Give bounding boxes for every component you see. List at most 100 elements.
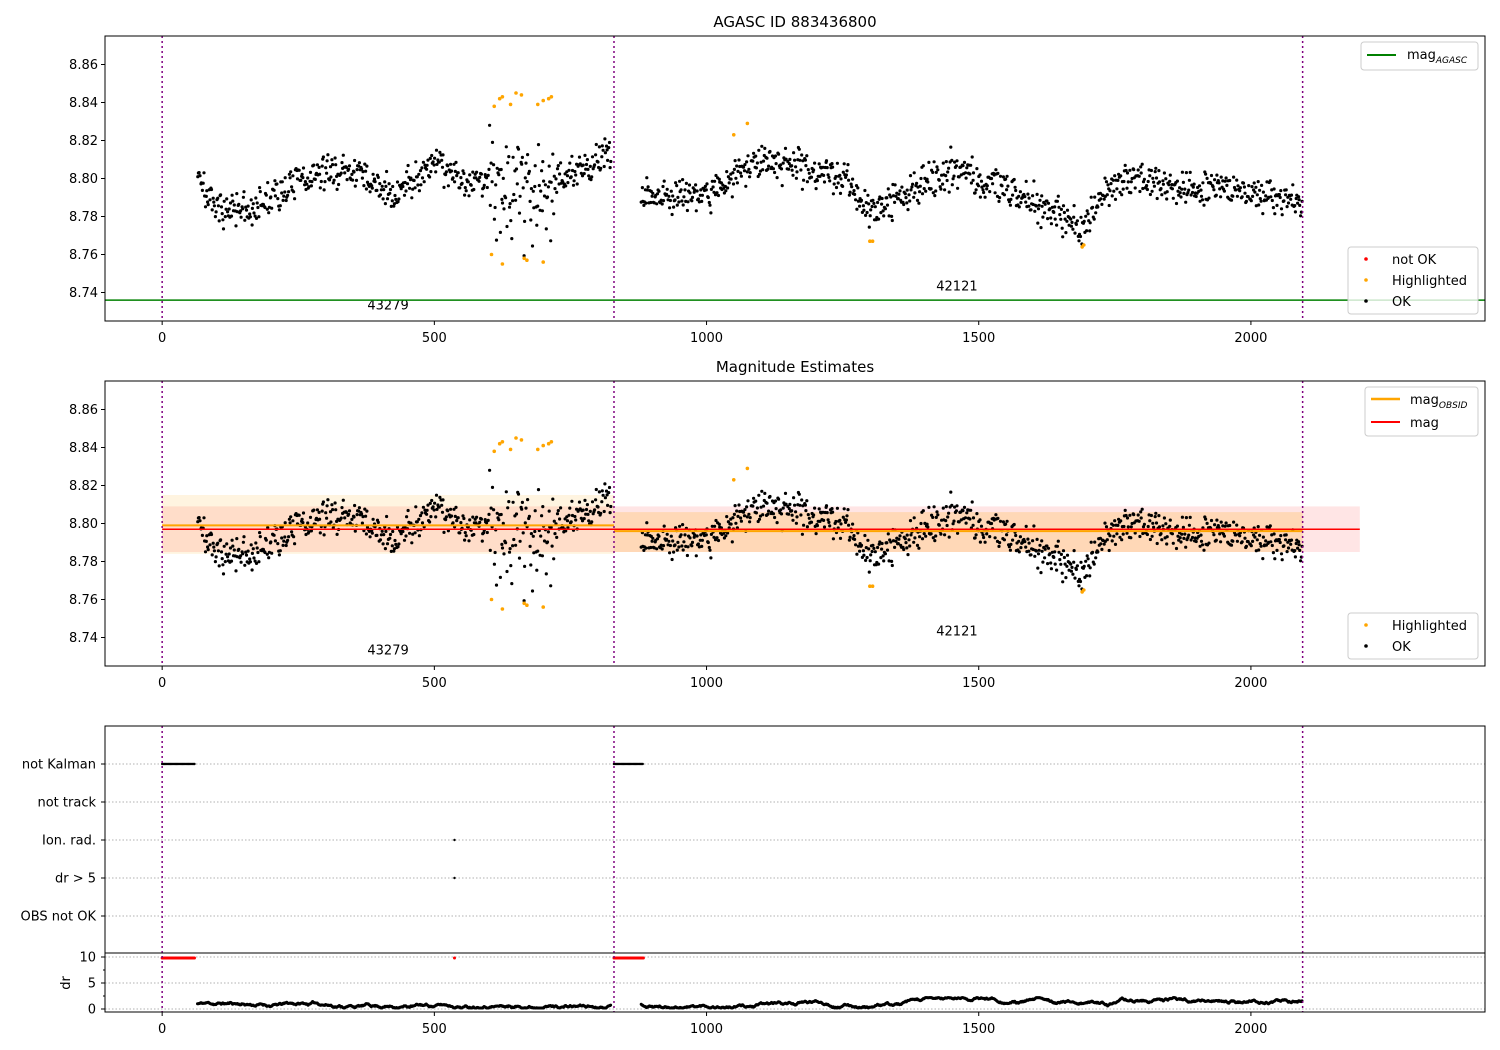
ok-point (497, 518, 501, 522)
ok-point (866, 538, 870, 542)
ok-point (687, 183, 692, 187)
ok-point (425, 512, 429, 516)
ok-point (373, 180, 377, 184)
ok-point (1170, 187, 1174, 191)
ok-point (488, 203, 492, 207)
ok-point (1212, 533, 1216, 537)
ok-point (287, 190, 291, 194)
ok-point (564, 529, 568, 533)
ok-point (1041, 560, 1045, 564)
dr-tick-label: 0 (88, 1003, 96, 1018)
ok-point (1231, 194, 1235, 198)
ok-point (777, 152, 781, 156)
ok-point (905, 533, 909, 537)
ok-point (533, 529, 537, 534)
ok-point (388, 191, 392, 195)
ok-point (1224, 521, 1228, 525)
ok-point (1246, 540, 1250, 544)
ok-point (1048, 207, 1052, 211)
ok-point (831, 537, 836, 541)
ok-point (425, 508, 429, 512)
ok-point (248, 212, 252, 216)
ok-point (590, 155, 595, 159)
ok-point (216, 196, 220, 200)
ok-point (880, 547, 884, 551)
ok-point (1240, 195, 1244, 199)
ok-point (862, 553, 866, 557)
ok-point (1211, 185, 1215, 189)
ok-point (453, 514, 457, 519)
ok-point (355, 168, 359, 172)
ok-point (449, 507, 453, 511)
ok-point (263, 550, 267, 555)
ok-point (206, 200, 210, 204)
ok-point (404, 534, 408, 538)
ok-point (655, 547, 659, 551)
x-tick-label: 2000 (1234, 1022, 1267, 1037)
ok-point (952, 174, 956, 178)
ok-point (306, 176, 310, 180)
ok-point (335, 187, 339, 191)
ok-point (903, 537, 907, 541)
ok-point (1104, 525, 1109, 529)
ok-point (399, 187, 403, 191)
ok-point (340, 161, 344, 165)
ok-point (478, 520, 482, 525)
ok-point (851, 177, 855, 181)
ok-point (1078, 234, 1083, 239)
ok-point (378, 538, 383, 542)
ok-point (859, 198, 864, 202)
ok-point (640, 186, 645, 190)
ok-point (570, 499, 574, 503)
ok-point (1261, 557, 1265, 561)
ok-point (876, 545, 880, 550)
ok-point (889, 540, 893, 544)
ok-point (437, 505, 441, 509)
ok-point (867, 547, 871, 551)
ok-point (1107, 548, 1111, 553)
ok-point (449, 514, 454, 518)
ok-point (452, 507, 456, 511)
ok-point (703, 184, 708, 188)
ok-point (841, 184, 845, 188)
ok-point (1241, 181, 1246, 185)
ok-point (885, 196, 889, 200)
ok-point (518, 539, 522, 543)
legend-highlighted: Highlighted (1392, 274, 1467, 289)
ok-point (212, 549, 216, 553)
ok-point (571, 183, 576, 187)
ok-point (1036, 566, 1040, 570)
ok-point (1045, 199, 1049, 203)
ok-point (642, 548, 646, 553)
ok-point (787, 507, 791, 511)
ok-point (460, 181, 464, 185)
ok-point (507, 550, 512, 554)
ok-point (709, 532, 714, 537)
ok-point (670, 212, 674, 217)
ok-point (794, 176, 799, 180)
ok-point (273, 539, 277, 543)
ok-point (894, 194, 898, 198)
ok-point (541, 160, 545, 164)
ok-point (1180, 515, 1184, 519)
ok-point (1183, 532, 1187, 536)
ok-point (1122, 524, 1126, 529)
ok-point (973, 191, 977, 195)
ok-point (378, 182, 382, 186)
ok-point (935, 510, 939, 514)
ok-point (885, 541, 889, 545)
ok-point (1013, 185, 1017, 189)
ok-point (402, 193, 407, 197)
ok-point (1178, 536, 1182, 540)
ok-point (974, 533, 978, 537)
ok-point (800, 532, 805, 536)
ok-point (223, 215, 227, 219)
highlighted-point (500, 262, 505, 266)
ok-point (289, 515, 293, 519)
ok-point (241, 552, 245, 556)
ok-point (463, 538, 467, 542)
ok-point (801, 504, 805, 508)
ok-point (501, 521, 505, 526)
ok-point (1107, 203, 1111, 208)
